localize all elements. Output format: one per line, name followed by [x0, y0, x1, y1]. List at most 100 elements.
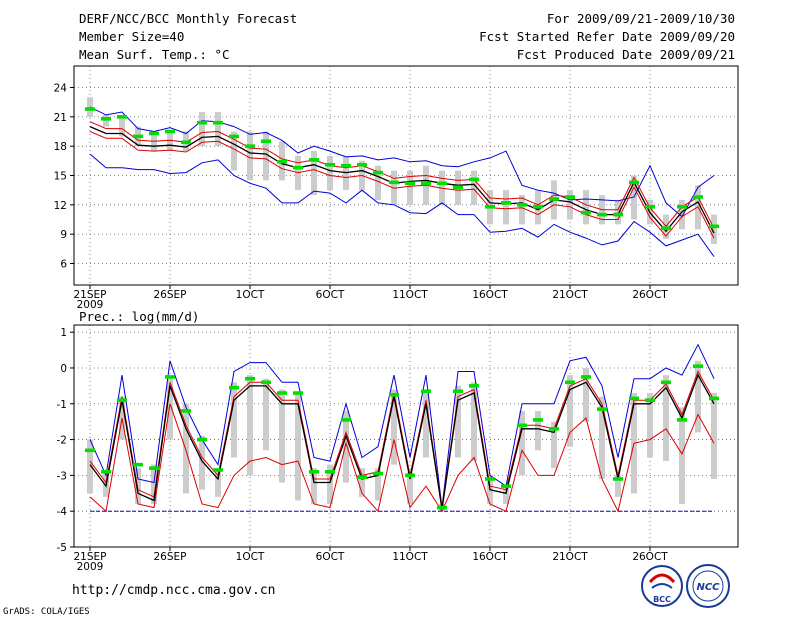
- prec-obs-mark: [581, 375, 591, 379]
- prec-spread-box: [375, 468, 381, 501]
- temp-obs-mark: [85, 107, 95, 111]
- prec-obs-mark: [693, 364, 703, 368]
- prec-obs-mark: [245, 376, 255, 381]
- variable-label: Mean Surf. Temp.: °C: [79, 47, 230, 62]
- temp-obs-mark: [469, 177, 479, 182]
- temp-obs-mark: [101, 116, 111, 121]
- prec-spread-box: [647, 393, 653, 458]
- prec-spread-box: [359, 468, 365, 497]
- prec-obs-mark: [437, 505, 447, 510]
- prec-xtick-year: 2009: [77, 561, 104, 573]
- prec-line-lower_red: [89, 403, 715, 513]
- temp-ytick-label: 6: [60, 258, 67, 270]
- temp-obs-mark: [533, 204, 543, 209]
- prec-spread-box: [247, 375, 253, 476]
- temp-obs-mark: [437, 181, 447, 186]
- prec-obs-mark: [181, 409, 191, 413]
- prec-obs-mark: [101, 470, 111, 474]
- bcc-logo-text: BCC: [653, 595, 671, 604]
- temp-obs-mark: [405, 181, 415, 186]
- prec-ytick-label: -3: [57, 470, 67, 482]
- prec-obs-mark: [421, 389, 431, 394]
- prec-obs-mark: [389, 393, 399, 397]
- temp-spread-box: [119, 116, 125, 137]
- temp-obs-mark: [341, 163, 351, 168]
- temp-spread-box: [231, 131, 237, 171]
- temp-obs-mark: [565, 195, 575, 199]
- temp-spread-box: [679, 199, 685, 230]
- prec-spread-box: [679, 407, 685, 505]
- prec-spread-box: [87, 439, 93, 494]
- temp-obs-mark: [245, 144, 255, 148]
- prec-spread-box: [503, 486, 509, 505]
- forecast-period: For 2009/09/21-2009/10/30: [546, 11, 735, 26]
- temp-spread-box: [471, 170, 477, 205]
- prec-spread-box: [279, 389, 285, 483]
- prec-obs-mark: [309, 470, 319, 474]
- temp-ytick-label: 18: [54, 141, 67, 153]
- produced-date: Fcst Produced Date 2009/09/21: [516, 47, 735, 62]
- prec-obs-mark: [533, 418, 543, 422]
- prec-xtick-label: 21SEP: [74, 551, 107, 563]
- prec-spread-box: [135, 468, 141, 505]
- prec-line-upper_red: [89, 370, 715, 508]
- temp-xtick-label: 26OCT: [632, 289, 668, 301]
- temp-obs-mark: [485, 204, 495, 209]
- temp-obs-mark: [149, 131, 159, 136]
- prec-spread-box: [263, 378, 269, 451]
- temp-xtick-label: 21OCT: [552, 289, 588, 301]
- prec-spread-box: [583, 367, 589, 422]
- prec-obs-mark: [197, 437, 207, 442]
- member-size: Member Size=40: [79, 29, 185, 44]
- temp-xtick-label: 1OCT: [236, 289, 265, 301]
- prec-spread-box: [615, 475, 621, 497]
- prec-obs-mark: [85, 448, 95, 453]
- ncc-logo-text: NCC: [696, 582, 720, 593]
- temp-obs-mark: [581, 210, 591, 215]
- prec-ytick-label: 1: [60, 327, 67, 339]
- prec-spread-box: [215, 468, 221, 497]
- temp-ytick-label: 12: [54, 200, 67, 212]
- prec-obs-mark: [213, 468, 223, 472]
- prec-spread-box: [663, 375, 669, 462]
- prec-obs-mark: [565, 380, 575, 385]
- prec-obs-mark: [485, 477, 495, 481]
- temp-line-mean: [89, 126, 715, 234]
- temp-ytick-label: 15: [54, 171, 67, 183]
- prec-obs-mark: [341, 418, 351, 422]
- temp-ytick-label: 24: [54, 83, 68, 95]
- temp-spread-box: [103, 114, 109, 127]
- temp-spread-box: [199, 111, 205, 147]
- temp-line-upper: [89, 106, 715, 218]
- prec-spread-box: [599, 396, 605, 479]
- prec-line-mean: [89, 373, 715, 510]
- prec-spread-box: [567, 375, 573, 447]
- prec-frame: [73, 324, 739, 548]
- temp-ytick-label: 9: [60, 229, 67, 241]
- prec-obs-mark: [613, 477, 623, 481]
- prec-spread-box: [535, 410, 541, 451]
- prec-xtick-label: 26OCT: [632, 551, 668, 563]
- prec-spread-box: [471, 382, 477, 462]
- temp-obs-mark: [325, 162, 335, 167]
- prec-obs-mark: [517, 423, 527, 428]
- prec-obs-mark: [149, 466, 159, 471]
- prec-obs-mark: [453, 389, 463, 394]
- temp-obs-mark: [629, 180, 639, 185]
- start-date: Fcst Started Refer Date 2009/09/20: [479, 29, 735, 44]
- source-url[interactable]: http://cmdp.ncc.cma.gov.cn: [72, 583, 276, 598]
- temp-spread-box: [567, 190, 573, 220]
- prec-obs-mark: [277, 391, 287, 395]
- prec-spread-box: [343, 410, 349, 483]
- temp-obs-mark: [181, 140, 191, 145]
- prec-ytick-label: -5: [57, 542, 67, 554]
- temp-obs-mark: [309, 158, 319, 162]
- prec-spread-box: [199, 436, 205, 490]
- temp-obs-mark: [197, 120, 207, 125]
- temp-xtick-label: 6OCT: [316, 289, 345, 301]
- temp-spread-box: [519, 195, 525, 225]
- prec-xtick-label: 26SEP: [154, 551, 187, 563]
- prec-spread-box: [167, 378, 173, 440]
